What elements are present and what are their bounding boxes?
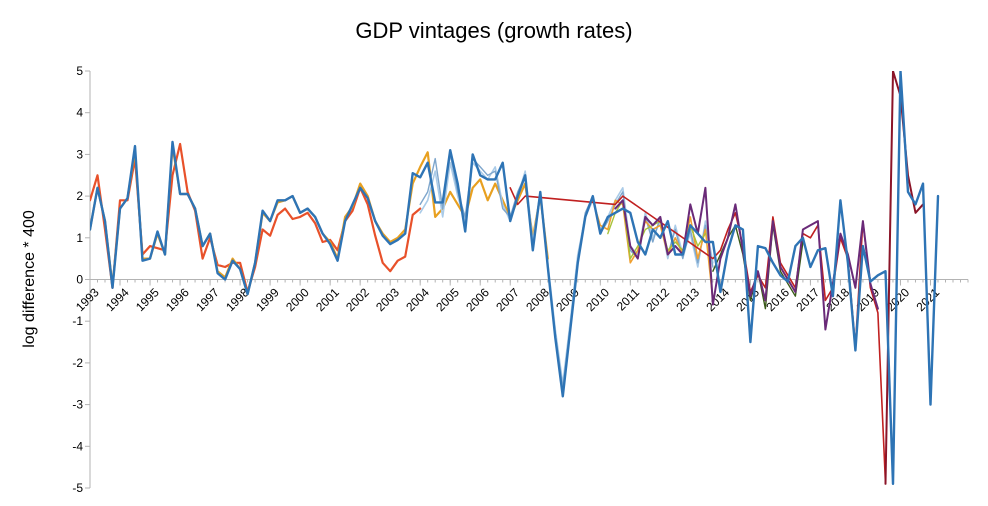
y-tick-label: -2 — [72, 356, 83, 370]
y-tick-label: 5 — [76, 64, 83, 78]
x-tick-label: 1999 — [253, 285, 282, 314]
y-tick-label: 1 — [76, 231, 83, 245]
x-tick-label: 2003 — [373, 285, 402, 314]
x-tick-label: 1995 — [133, 285, 162, 314]
x-tick-label: 2007 — [493, 285, 522, 314]
x-tick-label: 1994 — [103, 285, 132, 314]
x-tick-label: 2008 — [523, 285, 552, 314]
x-tick-label: 2005 — [433, 285, 462, 314]
y-tick-label: -1 — [72, 314, 83, 328]
series-layer — [90, 71, 940, 485]
x-tick-label: 2000 — [283, 285, 312, 314]
x-tick-label: 2001 — [313, 285, 342, 314]
x-tick-label: 2010 — [583, 285, 612, 314]
x-tick-label: 2012 — [643, 285, 672, 314]
x-tick-label: 2013 — [673, 285, 702, 314]
x-tick-label: 2014 — [703, 285, 732, 314]
series-line-2 — [90, 145, 549, 296]
x-tick-label: 2002 — [343, 285, 372, 314]
y-axis-label: log difference * 400 — [21, 210, 38, 348]
x-tick-label: 1997 — [193, 285, 222, 314]
y-tick-label: -4 — [72, 439, 83, 453]
x-tick-label: 2006 — [463, 285, 492, 314]
y-tick-label: 4 — [76, 106, 83, 120]
series-line-3 — [419, 161, 714, 385]
y-axis: 5 4 3 2 1 0 -1 -2 -3 -4 -5 — [72, 64, 91, 495]
x-tick-label: 1996 — [163, 285, 192, 314]
chart-title: GDP vintages (growth rates) — [355, 18, 633, 43]
y-tick-label: 2 — [76, 189, 83, 203]
series-line-11 — [90, 71, 940, 485]
x-tick-label: 2009 — [553, 285, 582, 314]
x-tick-label: 2017 — [793, 285, 822, 314]
y-tick-label: 3 — [76, 147, 83, 161]
x-tick-label: 1993 — [73, 285, 102, 314]
x-tick-label: 2011 — [614, 285, 642, 313]
y-tick-label: -3 — [72, 398, 83, 412]
x-tick-label: 2004 — [403, 285, 432, 314]
y-tick-label: 0 — [76, 273, 83, 287]
y-tick-label: -5 — [72, 481, 83, 495]
